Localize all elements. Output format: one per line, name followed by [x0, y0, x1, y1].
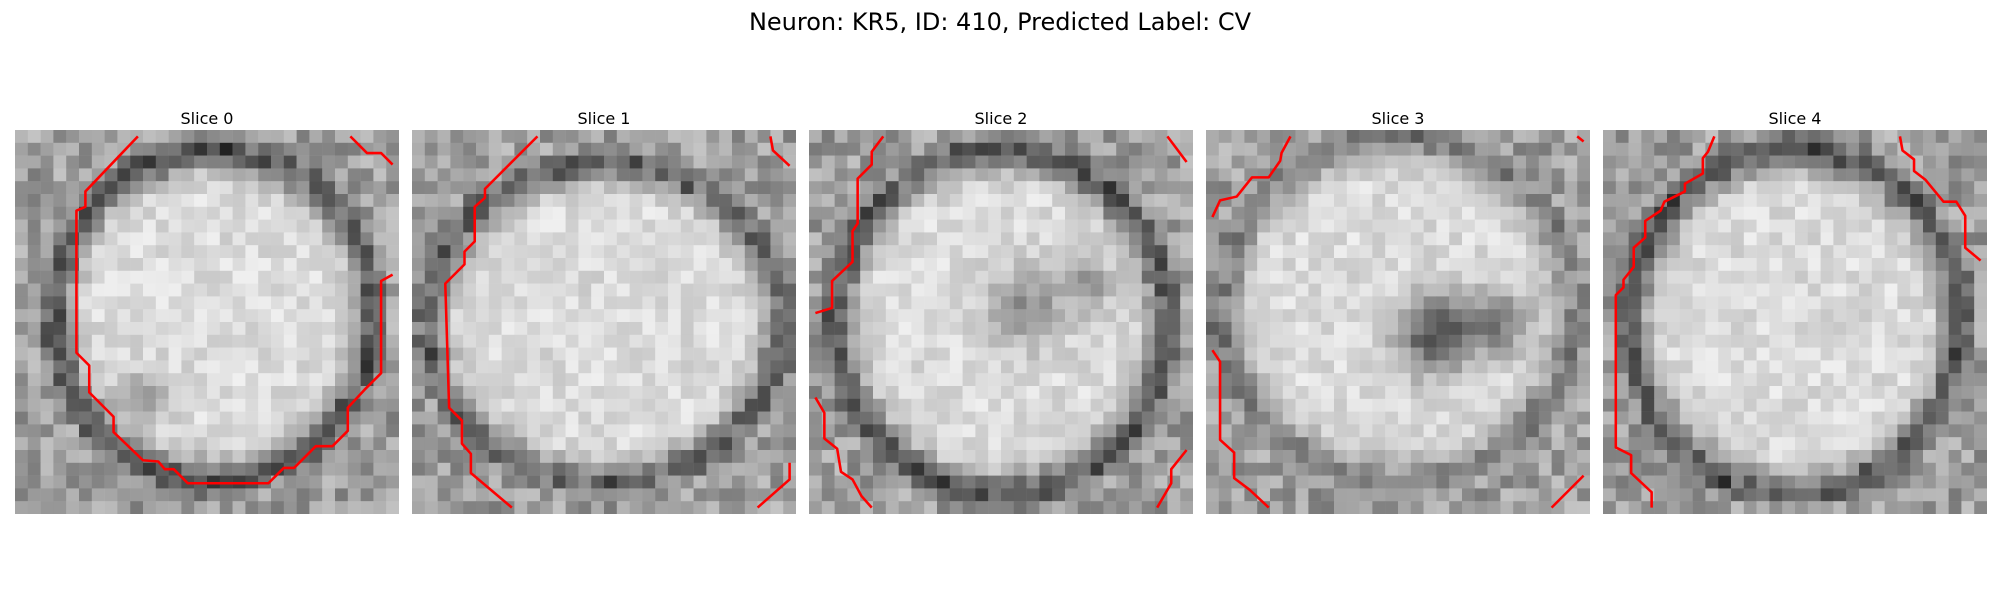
slice-panel-0: Slice 0: [15, 108, 399, 514]
pixel-grid: [15, 130, 399, 514]
slice-image-2: [809, 130, 1193, 514]
slice-title-3: Slice 3: [1206, 108, 1590, 130]
slice-image-4: [1603, 130, 1987, 514]
slice-panel-4: Slice 4: [1603, 108, 1987, 514]
slice-panel-3: Slice 3: [1206, 108, 1590, 514]
slice-image-0: [15, 130, 399, 514]
slice-title-1: Slice 1: [412, 108, 796, 130]
slice-image-1: [412, 130, 796, 514]
slice-title-2: Slice 2: [809, 108, 1193, 130]
slice-panel-1: Slice 1: [412, 108, 796, 514]
figure-title: Neuron: KR5, ID: 410, Predicted Label: C…: [0, 8, 2000, 36]
pixel-grid: [809, 130, 1193, 514]
slice-title-0: Slice 0: [15, 108, 399, 130]
pixel-grid: [1603, 130, 1987, 514]
slice-title-4: Slice 4: [1603, 108, 1987, 130]
slice-image-3: [1206, 130, 1590, 514]
pixel-grid: [1206, 130, 1590, 514]
slice-panel-2: Slice 2: [809, 108, 1193, 514]
